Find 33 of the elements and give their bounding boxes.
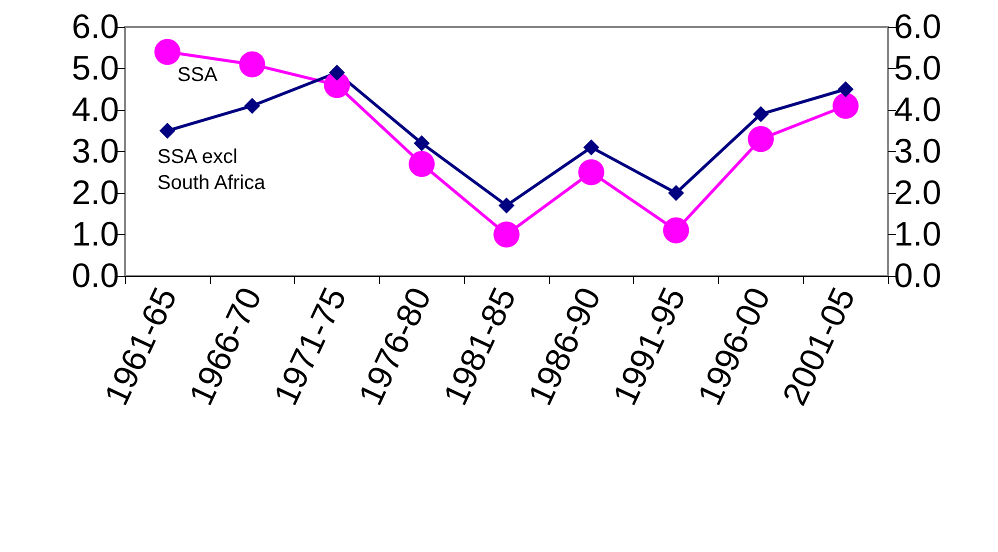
point: [583, 139, 600, 156]
series-label: SSA excl South Africa: [157, 146, 266, 194]
point: [752, 106, 769, 122]
point: [408, 150, 435, 177]
y-tick-label: 4.0: [72, 91, 119, 129]
point: [748, 126, 774, 152]
y2-tick-label: 2.0: [894, 174, 942, 212]
point: [159, 122, 176, 139]
y-tick-label: 1.0: [72, 216, 119, 254]
point: [663, 217, 690, 244]
point: [328, 64, 345, 81]
y2-tick-label: 5.0: [894, 50, 942, 88]
y2-tick-label: 0.0: [894, 257, 942, 295]
y-tick-label: 5.0: [72, 50, 119, 88]
series-label: SSA: [177, 64, 218, 86]
point: [578, 159, 604, 186]
y2-tick-label: 1.0: [894, 216, 942, 254]
point: [244, 98, 260, 114]
y-tick-label: 2.0: [72, 174, 119, 212]
y-tick-label: 0.0: [72, 257, 119, 295]
point: [239, 51, 266, 78]
y-tick-label: 3.0: [72, 132, 119, 170]
y2-tick-label: 4.0: [894, 91, 942, 129]
y2-tick-label: 6.0: [894, 8, 942, 46]
point: [838, 81, 854, 98]
point: [414, 135, 430, 152]
point: [668, 185, 684, 201]
point: [832, 92, 859, 119]
y2-tick-label: 3.0: [894, 132, 942, 170]
point: [154, 38, 180, 65]
point: [494, 222, 520, 248]
point: [498, 197, 514, 214]
y-tick-label: 6.0: [72, 8, 119, 46]
